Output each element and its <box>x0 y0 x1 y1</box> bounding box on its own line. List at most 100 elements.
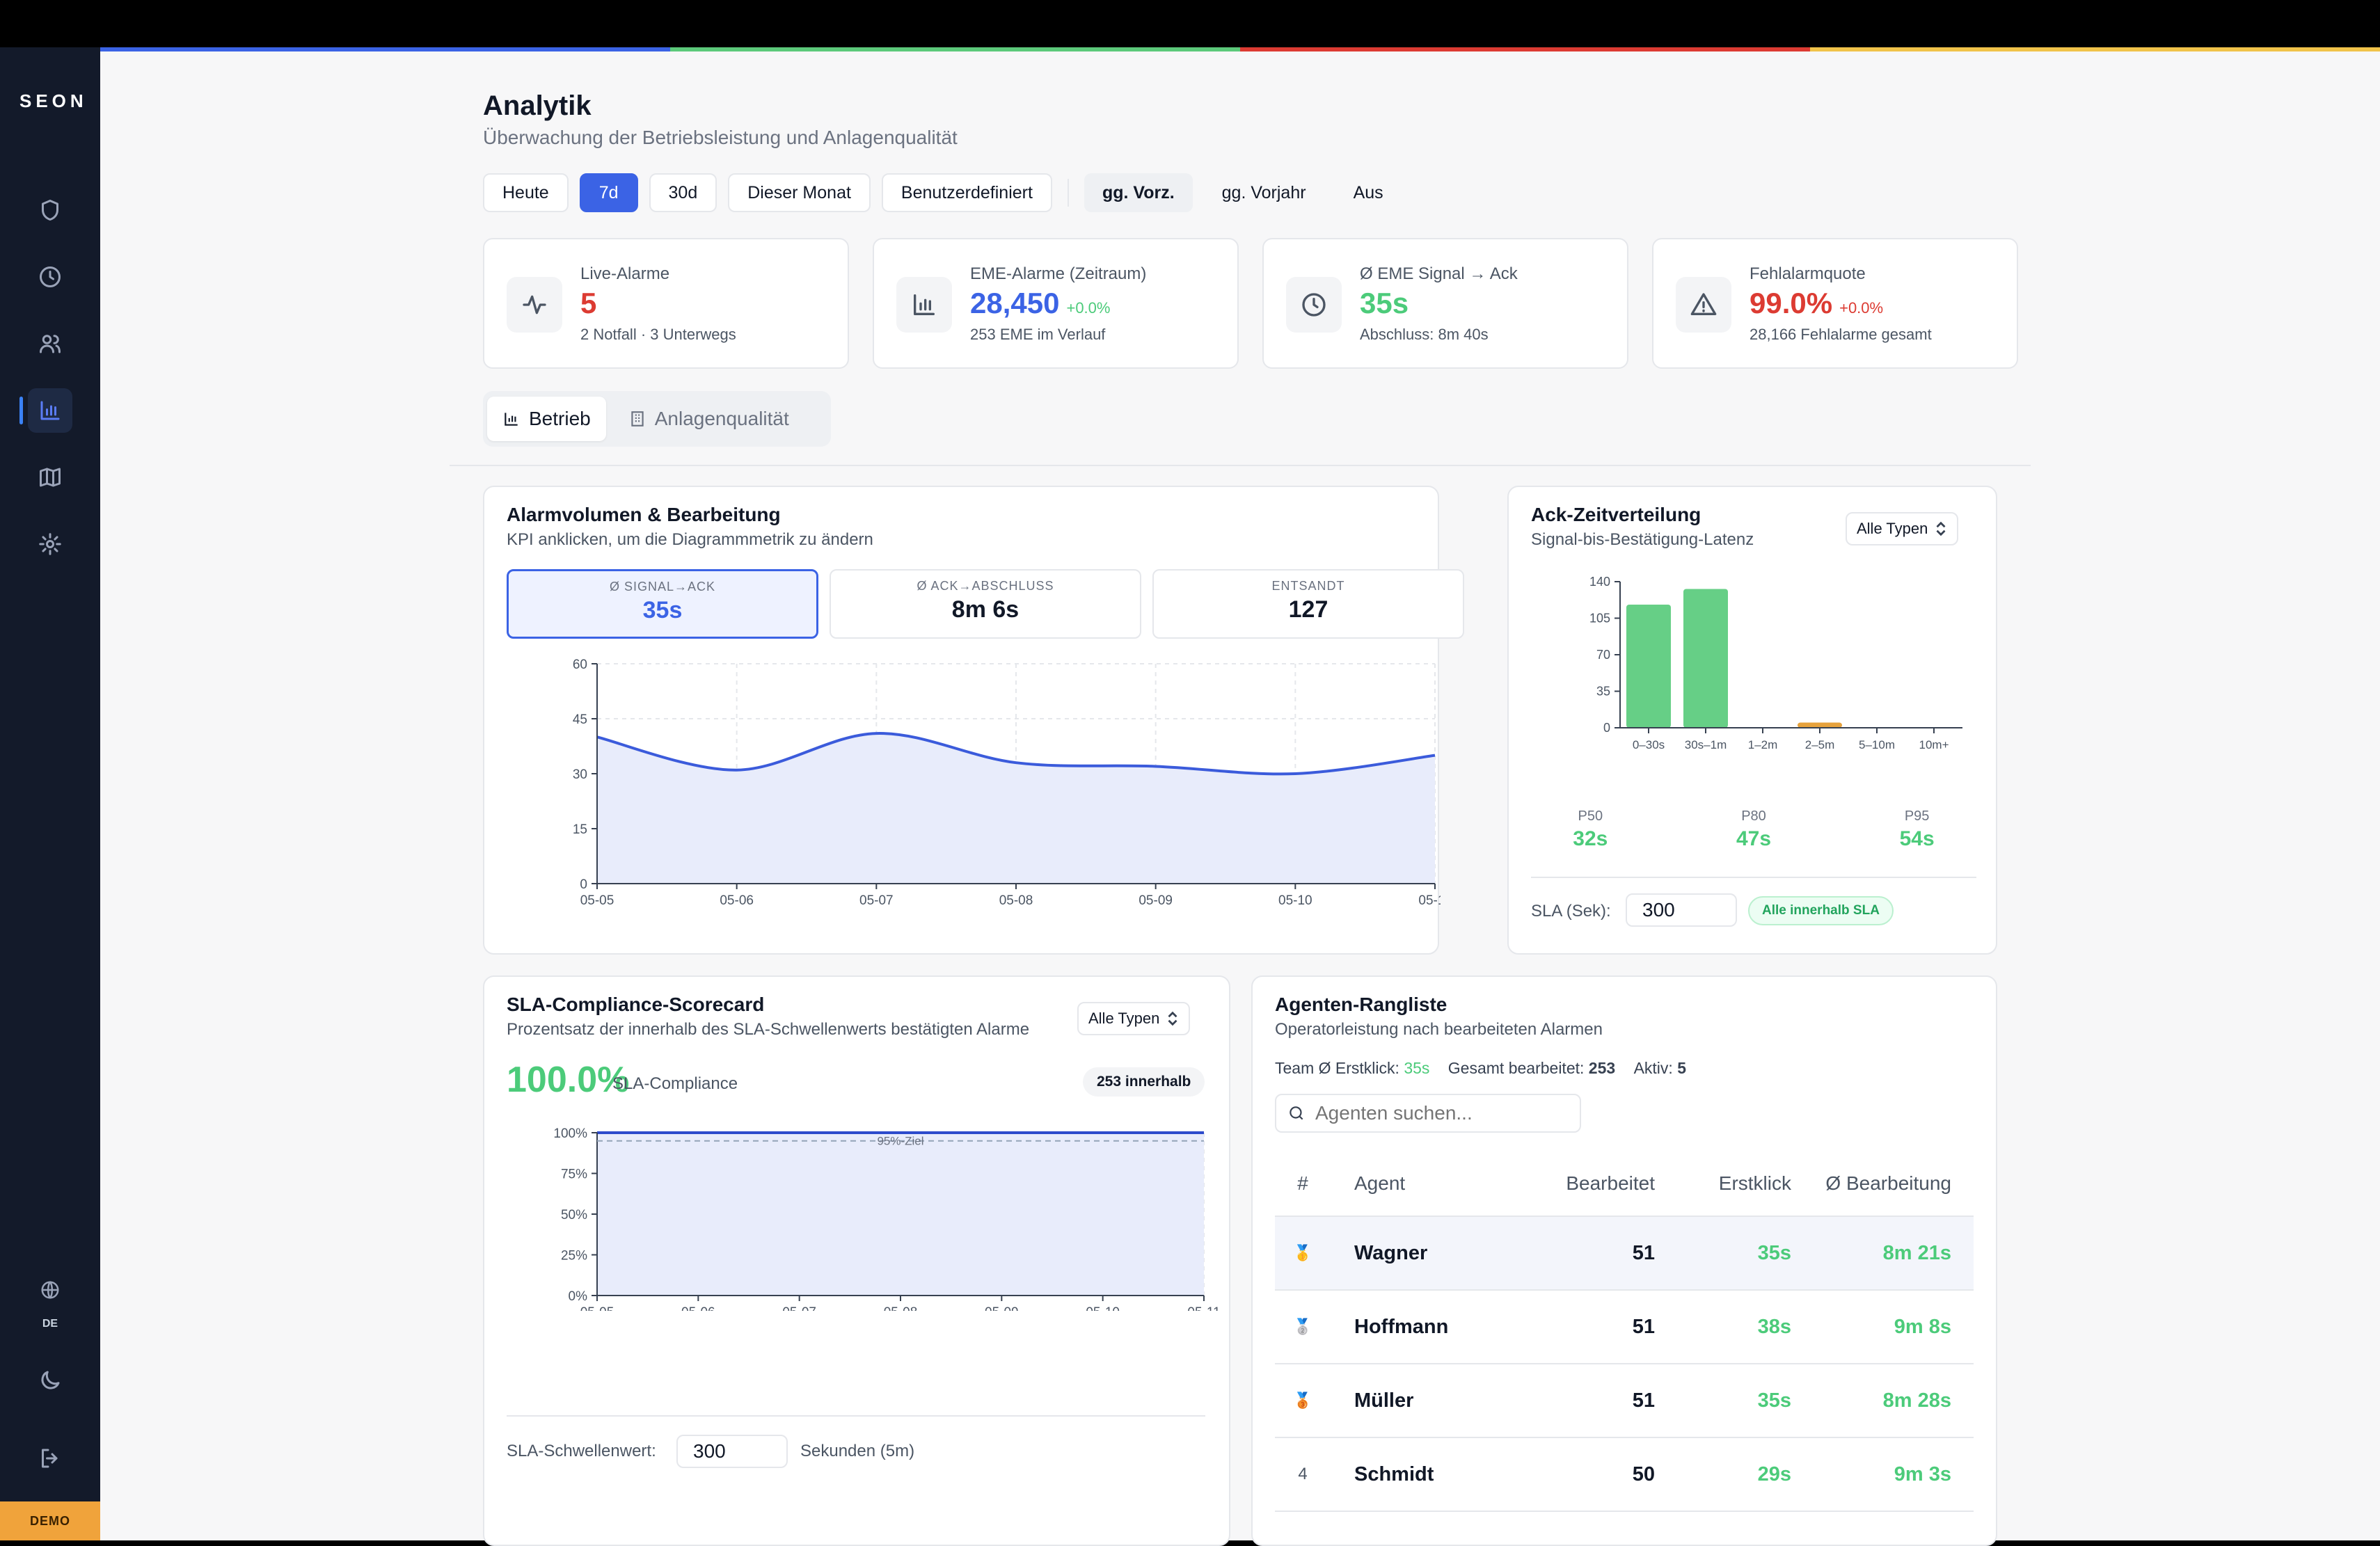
tile-value: 127 <box>1288 596 1328 623</box>
x-tick-label: 2–5m <box>1805 738 1835 751</box>
sla-area-chart: 0% 25% 50% 75% 100% 05-05 05-06 05-07 05-08 05-09… <box>553 1126 1220 1311</box>
rank-cell: 🥇 <box>1275 1216 1331 1291</box>
search-icon <box>1290 1106 1303 1120</box>
percentile-label: P80 <box>1741 808 1766 824</box>
first-click-cell: 35s <box>1655 1364 1791 1438</box>
x-tick-label: 05-07 <box>859 893 894 908</box>
shield-icon <box>42 200 58 221</box>
col-agent: Agent <box>1331 1151 1516 1217</box>
kpi-eme-alarms[interactable]: EME-Alarme (Zeitraum) 28,450 +0.0% 253 EM… <box>873 238 1239 369</box>
type-select[interactable]: Alle Typen <box>1077 1002 1191 1035</box>
kpi-row: Live-Alarme 5 2 Notfall · 3 Unterwegs EM… <box>483 238 2018 369</box>
nav-settings[interactable] <box>28 522 72 566</box>
first-click-cell: 38s <box>1655 1290 1791 1364</box>
kpi-value-row: 99.0% +0.0% <box>1750 287 1883 320</box>
metric-tile-ack-close[interactable]: Ø ACK→ABSCHLUSS 8m 6s <box>830 569 1141 639</box>
nav-users[interactable] <box>28 321 72 366</box>
y-tick-label: 0 <box>580 877 587 892</box>
building-icon <box>631 411 644 427</box>
sla-label: SLA (Sek): <box>1531 902 1611 921</box>
agent-name: Hoffmann <box>1331 1290 1516 1364</box>
handled-cell: 51 <box>1516 1290 1655 1364</box>
y-tick-label: 60 <box>573 658 587 672</box>
range-custom-button[interactable]: Benutzerdefiniert <box>881 173 1052 212</box>
search-input[interactable] <box>1315 1102 1566 1124</box>
x-tick-label: 05-08 <box>884 1305 918 1311</box>
table-row[interactable]: 🥉 Müller 51 35s 8m 28s <box>1275 1364 1974 1438</box>
agent-search[interactable] <box>1275 1094 1581 1133</box>
kpi-false-alarm-rate[interactable]: Fehlalarmquote 99.0% +0.0% 28,166 Fehlala… <box>1652 238 2018 369</box>
range-month-button[interactable]: Dieser Monat <box>728 173 871 212</box>
card-subtitle: Operatorleistung nach bearbeiteten Alarm… <box>1275 1020 1603 1039</box>
col-first-click: Erstklick <box>1655 1151 1791 1217</box>
x-tick-label: 05-06 <box>681 1305 715 1311</box>
sla-seconds-input[interactable]: 300 <box>1626 893 1737 927</box>
table-row[interactable]: 🥈 Hoffmann 51 38s 9m 8s <box>1275 1290 1974 1364</box>
kpi-value: 99.0% <box>1750 287 1833 319</box>
metric-tile-dispatched[interactable]: ENTSANDT 127 <box>1152 569 1464 639</box>
language-button[interactable] <box>28 1268 72 1312</box>
stripe-blue <box>100 47 670 51</box>
bar-chart-icon <box>40 401 60 420</box>
kpi-value-row: 28,450 +0.0% <box>970 287 1110 320</box>
sla-threshold-unit: Sekunden (5m) <box>800 1442 915 1460</box>
kpi-value: 35s <box>1360 287 1409 319</box>
kpi-icon-box <box>507 277 562 333</box>
compare-last-year-button[interactable]: gg. Vorjahr <box>1221 182 1306 202</box>
team-label: Team Ø Erstklick: <box>1275 1059 1399 1077</box>
tile-value: 35s <box>642 597 683 623</box>
avg-handling-cell: 9m 3s <box>1791 1437 1974 1512</box>
card-subtitle: KPI anklicken, um die Diagrammmetrik zu … <box>507 530 873 549</box>
tile-value: 8m 6s <box>951 596 1020 623</box>
filter-divider <box>1067 179 1069 207</box>
kpi-label: EME-Alarme (Zeitraum) <box>970 264 1147 283</box>
table-row[interactable]: 4 Schmidt 50 29s 9m 3s <box>1275 1437 1974 1512</box>
logout-button[interactable] <box>28 1436 72 1481</box>
nav-map[interactable] <box>28 455 72 500</box>
kpi-signal-ack[interactable]: Ø EME Signal → Ack 35s Abschluss: 8m 40s <box>1262 238 1628 369</box>
y-tick-label: 105 <box>1589 612 1610 625</box>
theme-toggle[interactable] <box>28 1358 72 1403</box>
percentile-row: P50 32s P80 47s P95 54s <box>1509 808 1999 851</box>
kpi-sub: 253 EME im Verlauf <box>970 326 1106 343</box>
y-tick-label: 70 <box>1596 648 1610 662</box>
range-30d-button[interactable]: 30d <box>649 173 717 212</box>
handled-cell: 51 <box>1516 1216 1655 1291</box>
sla-compliance-label: SLA-Compliance <box>612 1074 738 1093</box>
handled-cell: 51 <box>1516 1364 1655 1438</box>
warning-icon <box>1690 293 1717 315</box>
tab-anlagenqualitaet[interactable]: Anlagenqualität <box>613 397 804 441</box>
percentile-p50: P50 32s <box>1573 808 1608 851</box>
x-tick-label: 05-05 <box>580 893 614 908</box>
active-label: Aktiv: <box>1633 1059 1673 1077</box>
x-tick-label: 30s–1m <box>1685 738 1727 751</box>
ack-histogram: 0 35 70 105 140 0–30s 30s–1m 1–2m 2–5m 5–10m 10m+ <box>1589 575 1962 751</box>
logout-icon <box>42 1449 58 1468</box>
compare-previous-button[interactable]: gg. Vorz. <box>1084 173 1193 212</box>
kpi-value-row: 35s <box>1360 287 1409 320</box>
kpi-value: 28,450 <box>970 287 1060 319</box>
sla-threshold-label: SLA-Schwellenwert: <box>507 1442 656 1460</box>
table-row[interactable]: 🥇 Wagner 51 35s 8m 21s <box>1275 1216 1974 1291</box>
tab-betrieb[interactable]: Betrieb <box>487 397 606 441</box>
sla-threshold-input[interactable]: 300 <box>676 1435 788 1468</box>
kpi-delta: +0.0% <box>1066 299 1111 317</box>
type-select[interactable]: Alle Typen <box>1846 512 1959 545</box>
view-tabs: Betrieb Anlagenqualität <box>483 391 831 447</box>
range-today-button[interactable]: Heute <box>483 173 569 212</box>
card-subtitle: Prozentsatz der innerhalb des SLA-Schwel… <box>507 1020 1030 1039</box>
stripe-red <box>1240 47 1810 51</box>
divider <box>1531 877 1976 878</box>
kpi-live-alarms[interactable]: Live-Alarme 5 2 Notfall · 3 Unterwegs <box>483 238 849 369</box>
metric-tile-signal-ack[interactable]: Ø SIGNAL→ACK 35s <box>507 569 818 639</box>
compare-off-button[interactable]: Aus <box>1353 182 1383 202</box>
agent-name: Schmidt <box>1331 1437 1516 1512</box>
nav-history[interactable] <box>28 255 72 299</box>
nav-shield[interactable] <box>28 188 72 232</box>
nav-analytics[interactable] <box>19 388 72 433</box>
total-label: Gesamt bearbeitet: <box>1447 1059 1585 1077</box>
range-7d-button[interactable]: 7d <box>579 173 638 212</box>
kpi-label: Fehlalarmquote <box>1750 264 1866 283</box>
clock-icon <box>1302 293 1326 317</box>
section-divider <box>450 465 2031 466</box>
